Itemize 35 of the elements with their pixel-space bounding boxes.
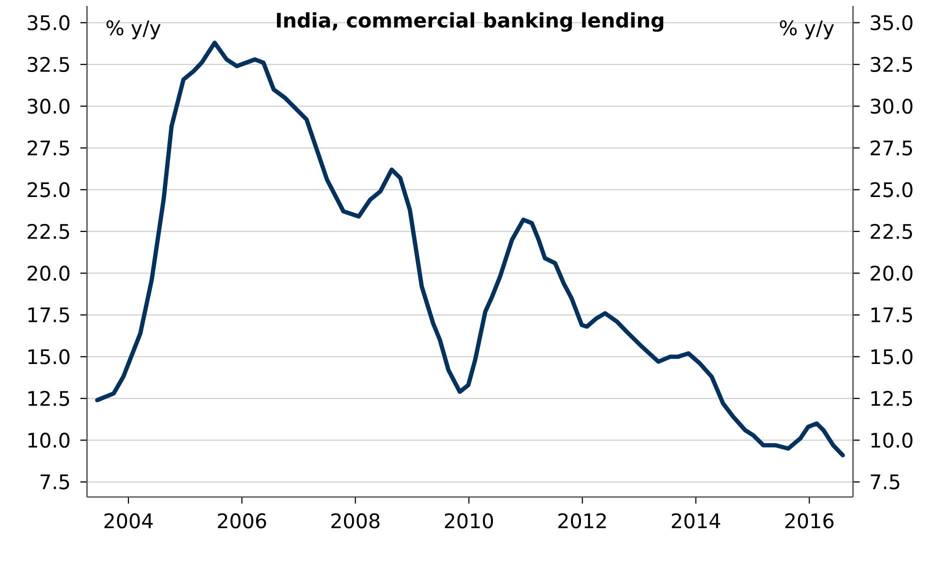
- y2-tick-label: 35.0: [870, 15, 912, 30]
- x-tick-label: 2016: [785, 513, 834, 528]
- x-tick-label: 2014: [672, 513, 720, 528]
- y2-tick-label: 20.0: [870, 266, 912, 281]
- y-tick-label: 30.0: [28, 98, 70, 114]
- y2-tick-label: 15.0: [871, 349, 912, 364]
- y2-tick-label: 30.0: [870, 98, 912, 114]
- y-tick-label: 17.5: [28, 308, 70, 322]
- y2-tick-label: 22.5: [870, 224, 912, 240]
- y-tick-label: 35.0: [28, 15, 70, 30]
- y2-tick-label: 25.0: [870, 182, 912, 198]
- y-axis-title: % y/y: [106, 20, 161, 40]
- y-tick-label: 12.5: [28, 390, 70, 406]
- x-tick-label: 2010: [444, 513, 493, 528]
- y-tick-label: 22.5: [28, 224, 70, 240]
- y-tick-label: 10.0: [28, 432, 70, 448]
- y-tick-label: 7.5: [40, 474, 70, 490]
- y-tick-label: 20.0: [28, 266, 70, 281]
- y2-tick-label: 32.5: [870, 56, 912, 72]
- y-tick-label: 25.0: [28, 182, 70, 198]
- y2-tick-label: 17.5: [871, 308, 912, 322]
- chart-title: India, commercial banking lending: [276, 12, 664, 32]
- x-tick-label: 2008: [331, 513, 380, 528]
- x-tick-label: 2012: [558, 513, 606, 528]
- y-tick-label: 27.5: [28, 140, 70, 156]
- y-tick-label: 32.5: [28, 56, 70, 72]
- y-tick-label: 15.0: [28, 349, 70, 364]
- x-tick-label: 2006: [218, 513, 266, 528]
- line-series: [95, 40, 845, 458]
- y2-tick-label: 7.5: [870, 474, 900, 490]
- x-tick-label: 2004: [104, 513, 153, 528]
- y2-tick-label: 10.0: [871, 432, 912, 448]
- y2-axis-title: % y/y: [780, 20, 834, 40]
- y2-tick-label: 12.5: [871, 390, 912, 406]
- y2-tick-label: 27.5: [870, 140, 912, 156]
